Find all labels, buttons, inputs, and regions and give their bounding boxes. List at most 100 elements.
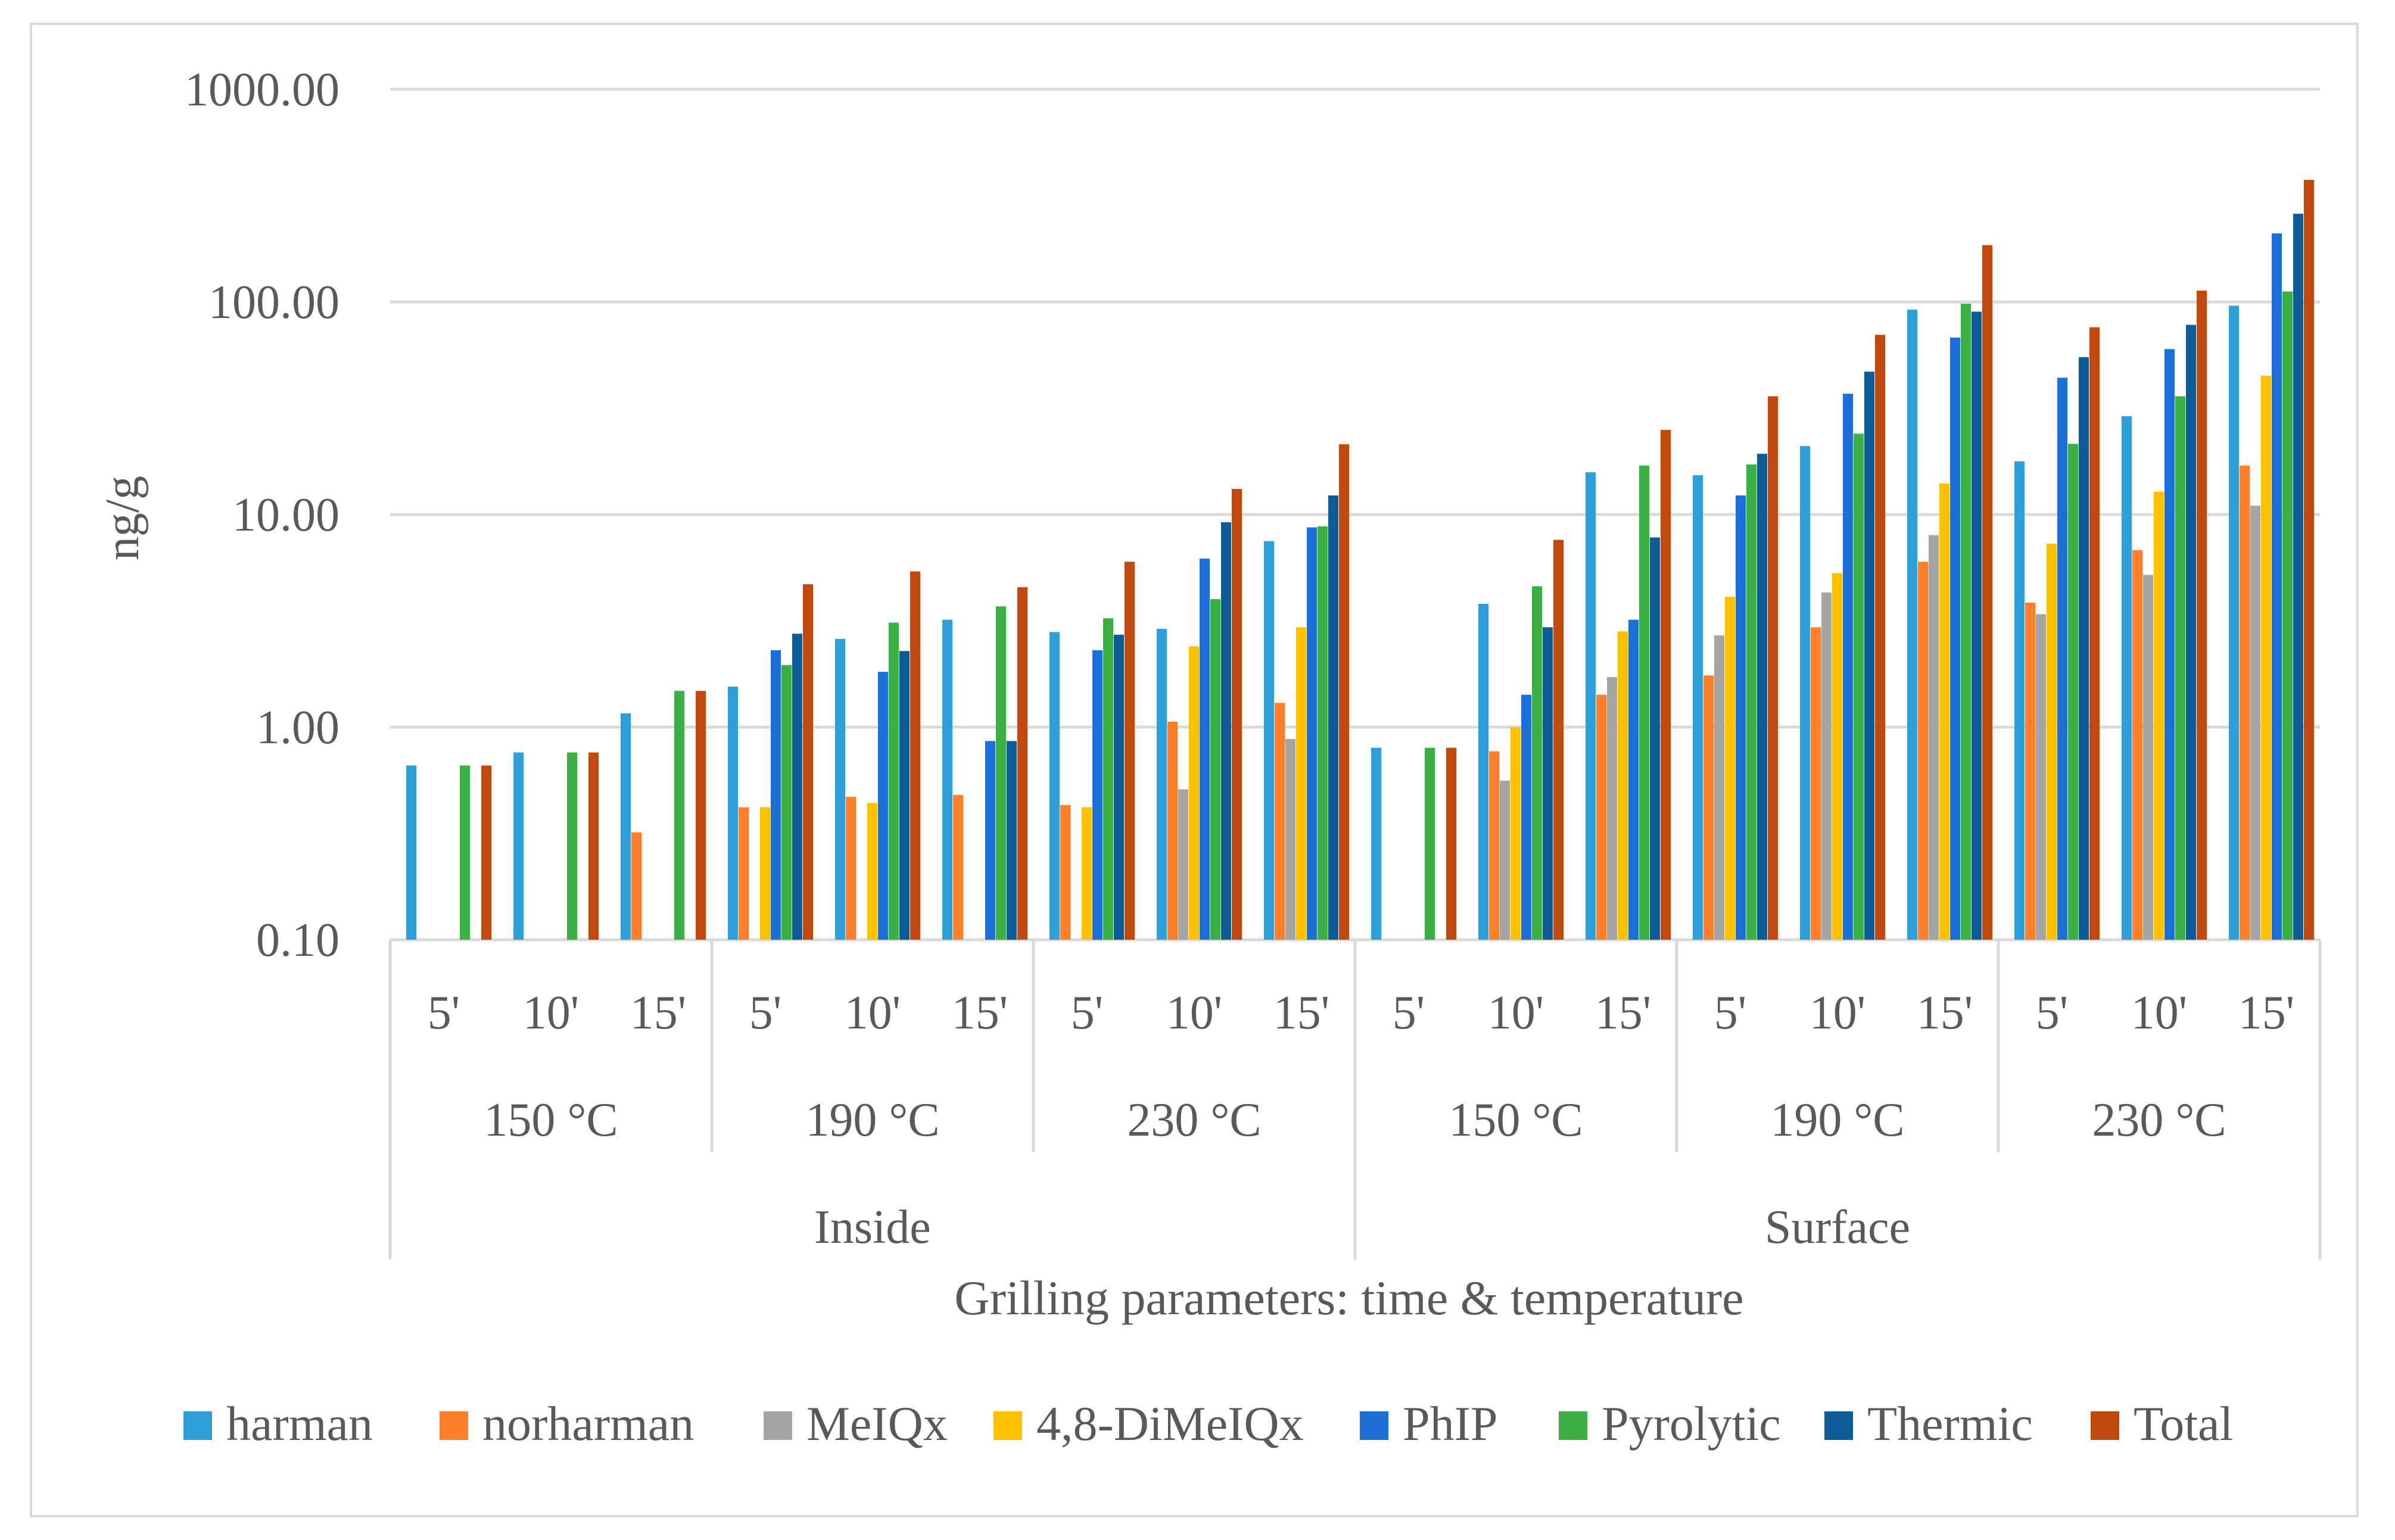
x-tick-time-label: 5' — [1071, 987, 1103, 1039]
bar-meiqx — [1714, 635, 1724, 940]
bar-norharman — [953, 794, 963, 940]
x-tick-time-label: 5' — [1714, 987, 1746, 1039]
bar-harman — [1157, 628, 1167, 940]
legend-label: norharman — [482, 1396, 694, 1451]
bar-harman — [1478, 604, 1488, 940]
x-tick-temperature-label: 150 °C — [484, 1094, 618, 1146]
legend-label: MeIQx — [806, 1396, 948, 1451]
bar-pyrolytic — [996, 606, 1006, 940]
bar-harman — [1800, 445, 1810, 940]
bar-norharman — [1703, 675, 1714, 940]
bar-thermic — [1650, 537, 1660, 940]
bar-harman — [2122, 416, 2132, 940]
bar-pyrolytic — [1210, 599, 1220, 940]
x-tick-time-label: 5' — [749, 987, 781, 1039]
bar-total — [910, 571, 920, 940]
bar-phip — [771, 650, 781, 940]
bar-harman — [1586, 472, 1596, 940]
bar-pyrolytic — [889, 622, 899, 940]
bar-harman — [406, 765, 416, 940]
x-tick-time-label: 15' — [952, 987, 1008, 1039]
bar-pyrolytic — [460, 765, 470, 940]
legend-swatch — [183, 1411, 212, 1440]
bar-phip — [1950, 337, 1960, 940]
bar-phip — [1736, 495, 1746, 940]
bar-norharman — [1060, 805, 1070, 940]
bar-phip — [1092, 650, 1102, 940]
legend-swatch — [440, 1411, 468, 1440]
bar-phip — [2164, 349, 2175, 940]
legend-label: Total — [2134, 1396, 2233, 1451]
bar-total — [696, 691, 706, 940]
bar-norharman — [846, 797, 856, 940]
bar-thermic — [1543, 627, 1553, 940]
y-tick-label: 10.00 — [232, 489, 340, 541]
bar-4-8-dimeiqx — [1296, 627, 1306, 940]
bar-total — [2304, 180, 2314, 940]
x-tick-location-label: Inside — [814, 1201, 931, 1254]
bar-norharman — [2132, 550, 2142, 940]
bar-4-8-dimeiqx — [1189, 646, 1199, 940]
bar-norharman — [1918, 562, 1928, 940]
legend-label: Thermic — [1867, 1396, 2033, 1451]
bar-harman — [942, 619, 952, 940]
bar-4-8-dimeiqx — [1510, 727, 1521, 940]
bar-thermic — [1864, 372, 1874, 940]
bar-pyrolytic — [2282, 291, 2293, 940]
bar-pyrolytic — [1103, 618, 1113, 940]
x-tick-time-label: 10' — [1166, 987, 1222, 1039]
x-tick-time-label: 15' — [1917, 987, 1973, 1039]
bar-4-8-dimeiqx — [760, 807, 770, 940]
bar-total — [481, 765, 491, 940]
x-tick-time-label: 15' — [1273, 987, 1329, 1039]
x-tick-time-label: 5' — [1393, 987, 1425, 1039]
bar-4-8-dimeiqx — [867, 803, 877, 940]
bar-harman — [2014, 461, 2025, 940]
bar-norharman — [1167, 721, 1178, 940]
x-tick-time-label: 10' — [1810, 987, 1865, 1039]
bar-harman — [1907, 309, 1917, 940]
bar-pyrolytic — [1746, 464, 1756, 940]
bar-meiqx — [2143, 575, 2153, 940]
y-tick-label: 0.10 — [256, 914, 340, 967]
x-tick-temperature-label: 190 °C — [805, 1094, 939, 1146]
x-tick-temperature-label: 150 °C — [1449, 1094, 1583, 1146]
bar-pyrolytic — [674, 691, 684, 940]
bar-norharman — [1489, 751, 1499, 940]
bar-total — [1875, 335, 1885, 940]
bar-4-8-dimeiqx — [1082, 807, 1092, 940]
y-tick-label: 1000.00 — [185, 64, 340, 116]
bar-thermic — [2293, 213, 2303, 940]
bar-pyrolytic — [1532, 586, 1542, 940]
x-tick-temperature-label: 230 °C — [1127, 1094, 1261, 1146]
bar-pyrolytic — [1425, 747, 1435, 940]
bar-total — [1768, 396, 1778, 940]
x-tick-time-label: 10' — [1488, 987, 1544, 1039]
legend-label: harman — [226, 1396, 373, 1451]
bar-thermic — [1972, 311, 1982, 940]
bar-meiqx — [1929, 535, 1939, 940]
bar-thermic — [1757, 454, 1767, 940]
bar-phip — [1307, 527, 1317, 940]
bar-phip — [2272, 233, 2282, 940]
y-axis-title: ng/g — [96, 476, 149, 560]
x-tick-temperature-label: 190 °C — [1770, 1094, 1904, 1146]
bar-harman — [1264, 541, 1274, 940]
bar-4-8-dimeiqx — [2261, 375, 2271, 940]
x-tick-time-label: 5' — [428, 987, 460, 1039]
legend-label: 4,8-DiMeIQx — [1036, 1396, 1304, 1451]
bar-harman — [2229, 305, 2239, 940]
y-axis-ticks: 1000.00 100.00 10.00 1.00 0.10 — [185, 64, 340, 967]
bar-pyrolytic — [2068, 444, 2078, 940]
bar-norharman — [2240, 465, 2250, 940]
bar-meiqx — [2250, 506, 2260, 940]
bar-thermic — [2079, 357, 2089, 940]
bar-norharman — [1596, 694, 1606, 940]
bar-thermic — [792, 634, 802, 940]
bar-pyrolytic — [2175, 396, 2185, 940]
bar-total — [2089, 327, 2100, 940]
bar-pyrolytic — [781, 665, 792, 940]
bar-harman — [728, 687, 738, 940]
category-axis: 5' 10' 15' 5' 10' 15' 5' 10' 15' 5' 10' 15' 5' 10' 15'… — [388, 940, 2322, 1260]
bar-thermic — [1007, 741, 1017, 940]
